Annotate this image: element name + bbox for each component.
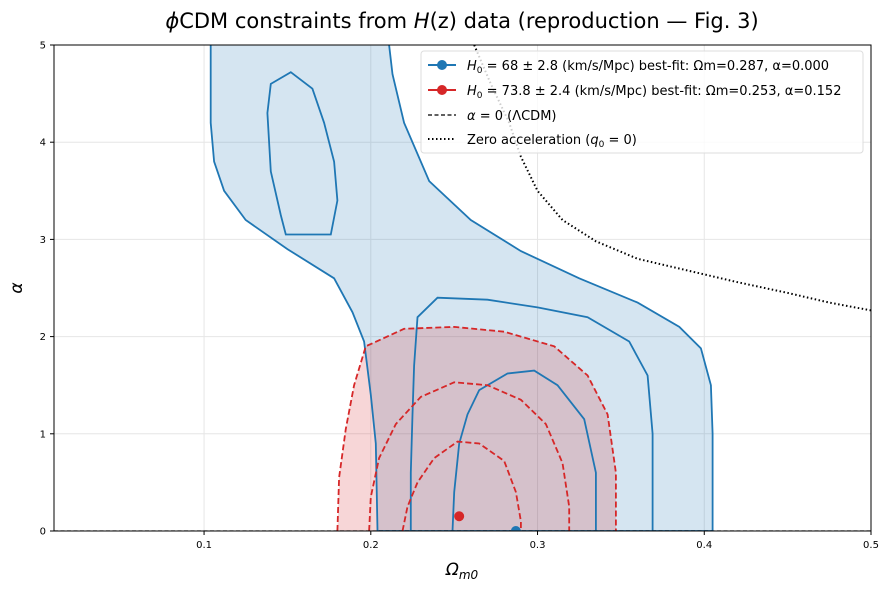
y-tick-label: 1	[40, 429, 46, 440]
y-tick-label: 5	[40, 41, 46, 52]
h73-contour-0	[336, 325, 617, 531]
legend-marker-h73	[437, 85, 447, 95]
h68-contour-1	[266, 71, 339, 236]
x-tick-label: 0.3	[530, 540, 546, 551]
axis-ticks: 0.1 0.2 0.3 0.4 0.5 0 1 2 3 4 5	[40, 41, 879, 552]
y-tick-label: 0	[40, 527, 46, 538]
h68-contour-3	[451, 369, 597, 531]
axes-frame	[53, 44, 872, 532]
y-axis-label: α	[7, 282, 27, 293]
chart-title: ϕCDM constraints from H(z) data (reprodu…	[165, 9, 758, 33]
x-tick-label: 0.2	[363, 540, 379, 551]
y-tick-label: 4	[40, 138, 46, 149]
x-tick-label: 0.4	[696, 540, 712, 551]
legend-label-q0: Zero acceleration (q0 = 0)	[467, 133, 637, 150]
legend-marker-h68	[437, 60, 447, 70]
h68-best-fit-marker	[510, 526, 521, 531]
legend-label-lcdm: α = 0 (ΛCDM)	[467, 109, 556, 124]
h73-contour-2	[401, 440, 522, 531]
h73-best-fit-marker	[454, 511, 465, 522]
legend-box	[420, 50, 864, 154]
h68-confidence-fill	[210, 45, 713, 531]
legend-label-h68: H0 = 68 ± 2.8 (km/s/Mpc) best-fit: Ωm=0.…	[467, 59, 829, 76]
y-tick-label: 3	[40, 235, 46, 246]
x-tick-label: 0.1	[196, 540, 212, 551]
x-axis-label: Ωm0	[445, 560, 479, 582]
plot-area	[54, 45, 871, 531]
h73-contour-1	[368, 381, 571, 531]
legend: H0 = 68 ± 2.8 (km/s/Mpc) best-fit: Ωm=0.…	[420, 50, 864, 154]
x-tick-label: 0.5	[863, 540, 879, 551]
h68-contour-0	[209, 45, 714, 531]
h68-contour-2	[409, 296, 654, 531]
y-tick-label: 2	[40, 332, 46, 343]
legend-label-h73: H0 = 73.8 ± 2.4 (km/s/Mpc) best-fit: Ωm=…	[467, 84, 841, 101]
